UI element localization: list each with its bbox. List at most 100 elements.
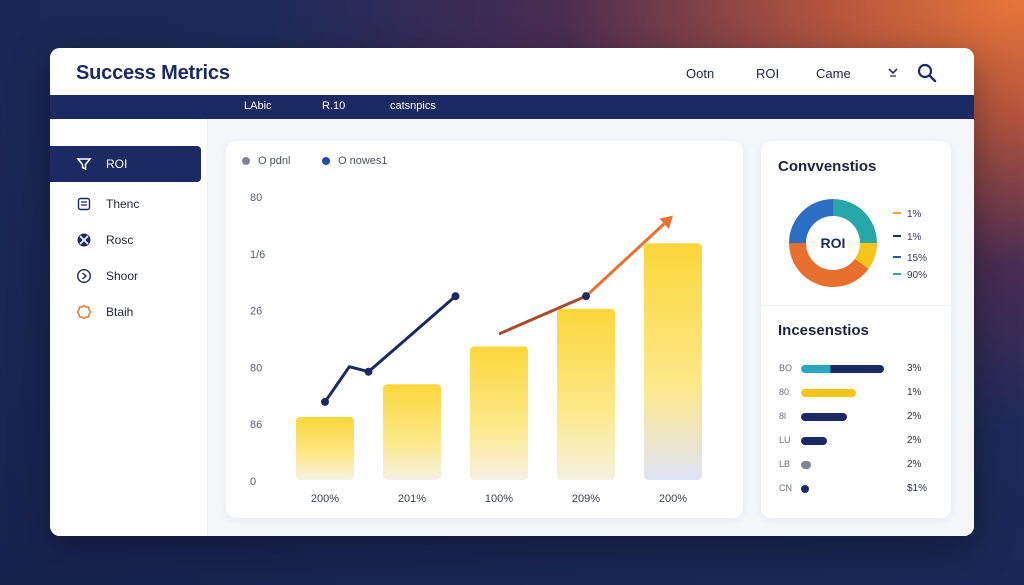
hbar-row[interactable]: CN $1% (779, 483, 949, 495)
sidebar-item-label: Shoor (106, 269, 139, 283)
hbar-label: LB (779, 459, 791, 469)
legend-label: 1% (907, 209, 922, 220)
sidebar-item-rosc[interactable]: Rosc (50, 222, 201, 258)
hbar (801, 413, 847, 421)
hbar-row[interactable]: BO 3% (779, 363, 949, 375)
chevron-down-icon[interactable] (887, 67, 899, 77)
legend-dash (893, 212, 901, 214)
legend-label: 15% (907, 253, 928, 264)
legend-dash (893, 235, 901, 237)
right-card: Convvenstios ROI 1% 1% 15% 90% Incesenst… (761, 141, 951, 518)
sidebar-item-shoor[interactable]: Shoor (50, 258, 201, 294)
chart-card: O pdnl O nowes1 (226, 141, 743, 518)
target-icon (77, 233, 91, 247)
hbar-value: $1% (907, 483, 928, 494)
legend-dash (893, 273, 901, 275)
strip-item-labic[interactable]: LAbic (244, 100, 272, 112)
increases-title: Incesenstios (778, 322, 869, 339)
sidebar-item-label: Btaih (106, 305, 134, 319)
hbar-value: 2% (907, 459, 922, 470)
hbar (801, 389, 856, 397)
x-tick-label: 100% (485, 493, 513, 505)
hbar-row[interactable]: LB 2% (779, 459, 949, 471)
line-point[interactable] (451, 292, 460, 301)
hbar (801, 437, 827, 445)
legend-dot (242, 157, 250, 165)
y-tick-label: 80 (250, 362, 262, 374)
hbar-label: BO (779, 363, 793, 373)
legend-label: O pdnl (258, 155, 291, 167)
hbar-label: 8l (779, 411, 787, 421)
hbar-row[interactable]: LU 2% (779, 435, 949, 447)
top-bar: Success Metrics Ootn ROI Came (50, 48, 974, 95)
line-point[interactable] (321, 397, 329, 406)
hbar (801, 461, 811, 469)
hbar-label: CN (779, 483, 792, 493)
conversions-title: Convvenstios (778, 158, 877, 175)
hbar-label: 80 (779, 387, 790, 397)
x-tick-label: 201% (398, 493, 426, 505)
bar[interactable] (557, 308, 615, 480)
sidebar: ROI Thenc Rosc Shoor (50, 119, 208, 536)
y-tick-label: 26 (250, 306, 262, 318)
strip-item-catsnpics[interactable]: catsnpics (390, 100, 436, 112)
donut-legend-item: 1% (893, 232, 949, 243)
nav-link-ootn[interactable]: Ootn (686, 66, 715, 81)
donut-chart: ROI (789, 199, 877, 287)
line-point[interactable] (582, 292, 590, 301)
legend-item-1: O nowes1 (322, 155, 388, 167)
search-icon[interactable] (917, 63, 937, 83)
arrow-head-icon (659, 215, 673, 229)
hbar-row[interactable]: 80 1% (779, 387, 949, 399)
legend-label: O nowes1 (338, 155, 388, 167)
app-window: Success Metrics Ootn ROI Came LAbic R.10… (50, 48, 974, 536)
hbar-row[interactable]: 8l 2% (779, 411, 949, 423)
y-tick-label: 80 (250, 192, 262, 204)
circle-arrow-icon (76, 268, 92, 284)
nav-link-came[interactable]: Came (816, 66, 851, 81)
legend-label: 1% (907, 232, 922, 243)
app-title: Success Metrics (76, 62, 230, 84)
sidebar-item-label: Rosc (106, 233, 134, 247)
legend-label: 90% (907, 270, 928, 281)
sidebar-item-thenc[interactable]: Thenc (50, 186, 201, 222)
bar[interactable] (383, 384, 441, 480)
x-tick-label: 209% (572, 493, 600, 505)
hbar-label: LU (779, 435, 791, 445)
bar[interactable] (470, 346, 528, 480)
legend-dot (322, 157, 330, 165)
sub-nav-strip: LAbic R.10 catsnpics (50, 95, 974, 119)
sidebar-item-label: Thenc (106, 197, 140, 211)
donut-hole (806, 216, 860, 270)
sidebar-item-btaih[interactable]: Btaih (50, 294, 201, 330)
main-content: O pdnl O nowes1 (208, 119, 974, 536)
document-icon (77, 197, 91, 211)
bar[interactable] (644, 243, 702, 480)
hbar (801, 365, 884, 373)
x-tick-label: 200% (311, 493, 339, 505)
legend-dash (893, 256, 901, 258)
card-divider (761, 305, 951, 306)
sidebar-item-roi[interactable]: ROI (50, 146, 201, 182)
donut-center-label: ROI (821, 235, 846, 251)
bar-chart: 80 1/6 26 80 86 0 200% 201% 100% 209% 200% (250, 192, 702, 505)
hbar-value: 2% (907, 435, 922, 446)
hbar-value: 2% (907, 411, 922, 422)
donut-legend-item: 15% (893, 253, 949, 264)
strip-item-r10[interactable]: R.10 (322, 100, 346, 112)
funnel-icon (76, 158, 92, 171)
hbar-value: 1% (907, 387, 922, 398)
x-tick-label: 200% (659, 493, 687, 505)
nav-link-roi[interactable]: ROI (756, 66, 780, 81)
bar[interactable] (296, 417, 354, 480)
y-tick-label: 0 (250, 476, 256, 488)
sidebar-item-label: ROI (106, 157, 128, 171)
line-point[interactable] (364, 367, 373, 376)
legend-item-0: O pdnl (242, 155, 290, 167)
hbar-value: 3% (907, 363, 922, 374)
y-tick-label: 1/6 (250, 249, 265, 261)
y-tick-label: 86 (250, 419, 262, 431)
hbar (801, 485, 809, 493)
donut-legend-item: 90% (893, 270, 949, 281)
trend-line-orange (498, 294, 587, 336)
